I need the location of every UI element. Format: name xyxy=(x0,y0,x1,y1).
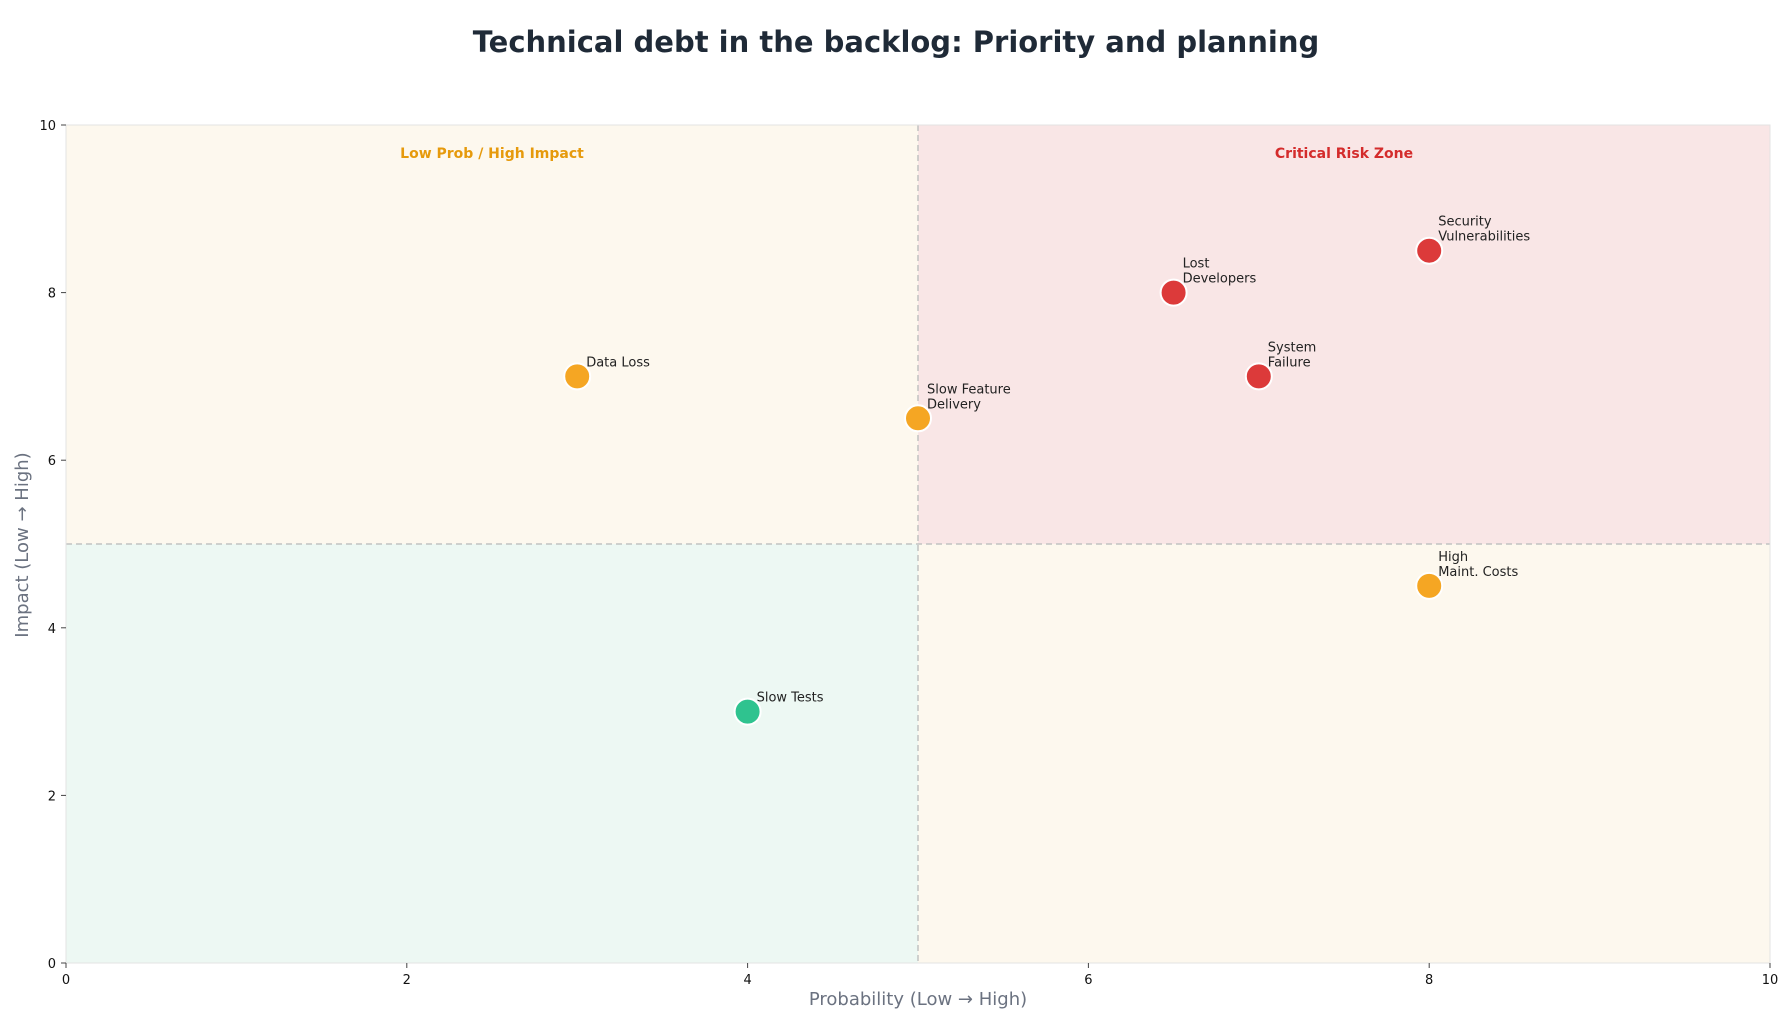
quadrant-label-critical-risk-zone: Critical Risk Zone xyxy=(1275,146,1413,162)
quadrant-label-low-prob-high-impact: Low Prob / High Impact xyxy=(400,146,584,162)
data-point-label: Slow Feature xyxy=(927,382,1011,397)
data-point xyxy=(1415,571,1444,600)
data-point xyxy=(904,404,932,433)
axes: 0 2 4 6 8 10 0 2 4 6 8 10 xyxy=(39,119,1778,988)
data-point xyxy=(733,697,762,726)
data-point xyxy=(1244,362,1273,391)
data-point xyxy=(563,362,592,391)
y-tick-label: 10 xyxy=(39,119,56,134)
data-point-label: High xyxy=(1438,550,1468,565)
data-point-label: Developers xyxy=(1183,272,1257,287)
y-tick-label: 4 xyxy=(48,622,56,637)
data-point-label: Failure xyxy=(1268,355,1311,370)
quadrant-labels: Low Prob / High Impact Critical Risk Zone xyxy=(400,146,1413,162)
data-point-label: Security xyxy=(1438,215,1492,230)
quadrant-critical-risk-zone xyxy=(918,125,1770,544)
y-tick-label: 8 xyxy=(48,287,56,302)
x-tick-label: 2 xyxy=(403,973,411,988)
x-axis-label: Probability (Low → High) xyxy=(809,989,1027,1010)
quadrant-low-prob-high-impact xyxy=(66,125,918,544)
quadrant-low-risk xyxy=(66,544,918,963)
x-tick-label: 0 xyxy=(62,973,70,988)
chart-title: Technical debt in the backlog: Priority … xyxy=(473,25,1320,59)
data-point-label: Maint. Costs xyxy=(1438,565,1518,580)
threshold-lines xyxy=(66,125,1770,963)
data-point xyxy=(1159,278,1188,307)
data-point-label: Slow Tests xyxy=(757,691,824,706)
plot-frame xyxy=(65,124,1771,964)
data-point xyxy=(1415,236,1444,265)
y-tick-label: 2 xyxy=(48,789,56,804)
x-tick-label: 6 xyxy=(1084,973,1092,988)
data-point-label: System xyxy=(1268,340,1316,355)
data-point-label: Lost xyxy=(1183,257,1210,272)
quadrant-high-prob-low-impact xyxy=(918,544,1770,963)
data-point-label: Delivery xyxy=(927,397,981,412)
y-axis-label: Impact (Low → High) xyxy=(12,452,33,637)
x-tick-label: 4 xyxy=(743,973,751,988)
data-point-label: Vulnerabilities xyxy=(1438,230,1530,245)
quadrant-backgrounds xyxy=(66,125,1770,963)
x-tick-label: 10 xyxy=(1762,973,1779,988)
data-point-label: Data Loss xyxy=(586,355,650,370)
y-tick-label: 0 xyxy=(48,957,56,972)
y-tick-label: 6 xyxy=(48,454,56,469)
x-tick-label: 8 xyxy=(1425,973,1433,988)
